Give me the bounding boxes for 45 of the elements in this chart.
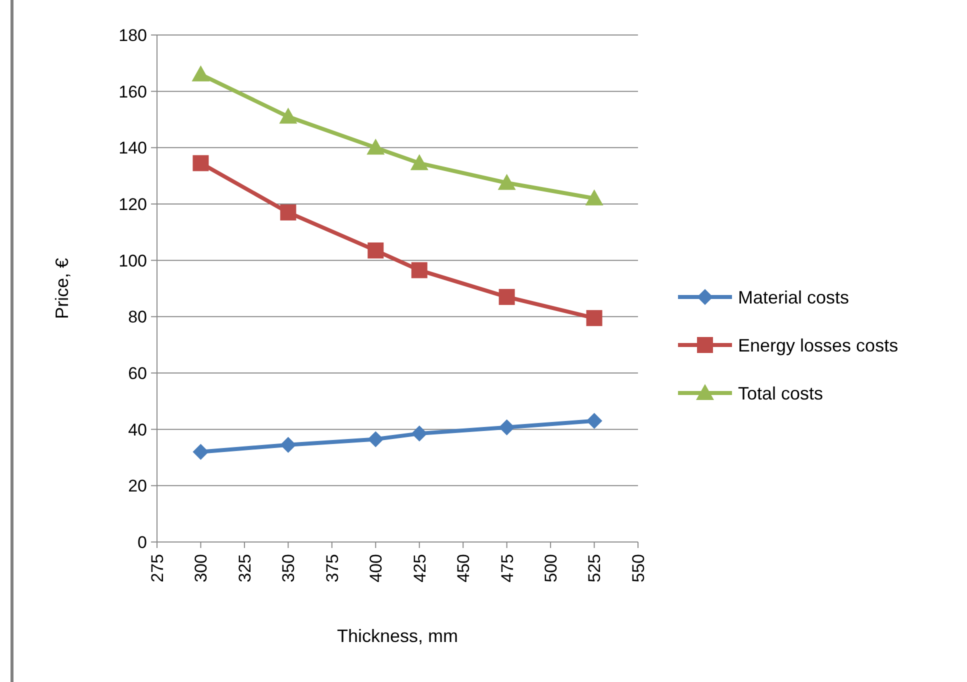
point (192, 444, 209, 460)
x-tick-label: 525 (585, 554, 604, 582)
x-tick-label: 375 (322, 554, 342, 582)
y-tick-label: 80 (128, 308, 147, 327)
point (411, 262, 428, 278)
point (585, 189, 604, 206)
y-tick-label: 0 (138, 532, 147, 552)
point (192, 155, 209, 172)
point (192, 65, 210, 82)
y-tick-label: 60 (128, 364, 147, 383)
y-tick-label: 100 (118, 251, 147, 270)
point (498, 174, 516, 190)
x-tick-label: 350 (279, 554, 298, 582)
y-tick-label: 180 (118, 26, 147, 45)
y-tick-label: 120 (118, 194, 147, 214)
point (411, 426, 428, 442)
y-tick-label: 40 (128, 420, 147, 440)
x-tick-label: 475 (498, 554, 517, 582)
point (498, 288, 515, 305)
x-tick-label: 425 (410, 554, 430, 582)
point (368, 431, 384, 448)
y-axis-title: Price, € (52, 258, 72, 320)
point (410, 154, 428, 170)
legend-label: Material costs (738, 287, 850, 308)
x-axis-title: Thickness, mm (336, 626, 458, 646)
x-tick-label: 325 (235, 554, 254, 582)
x-tick-label: 275 (148, 554, 167, 582)
point (498, 419, 515, 436)
x-tick-label: 450 (454, 554, 474, 582)
y-tick-label: 140 (118, 138, 147, 158)
point (586, 310, 602, 326)
point (279, 108, 298, 124)
point (368, 242, 384, 258)
x-tick-label: 300 (192, 554, 211, 582)
legend-label: Total costs (738, 383, 824, 404)
x-tick-label: 400 (366, 554, 386, 582)
point (280, 436, 296, 453)
y-tick-label: 160 (118, 82, 147, 102)
x-tick-label: 550 (628, 554, 648, 582)
x-tick-label: 500 (541, 554, 560, 582)
point (280, 204, 296, 220)
point (586, 412, 602, 429)
legend-label: Energy losses costs (738, 335, 898, 356)
y-tick-label: 20 (128, 476, 147, 496)
point (366, 138, 385, 155)
